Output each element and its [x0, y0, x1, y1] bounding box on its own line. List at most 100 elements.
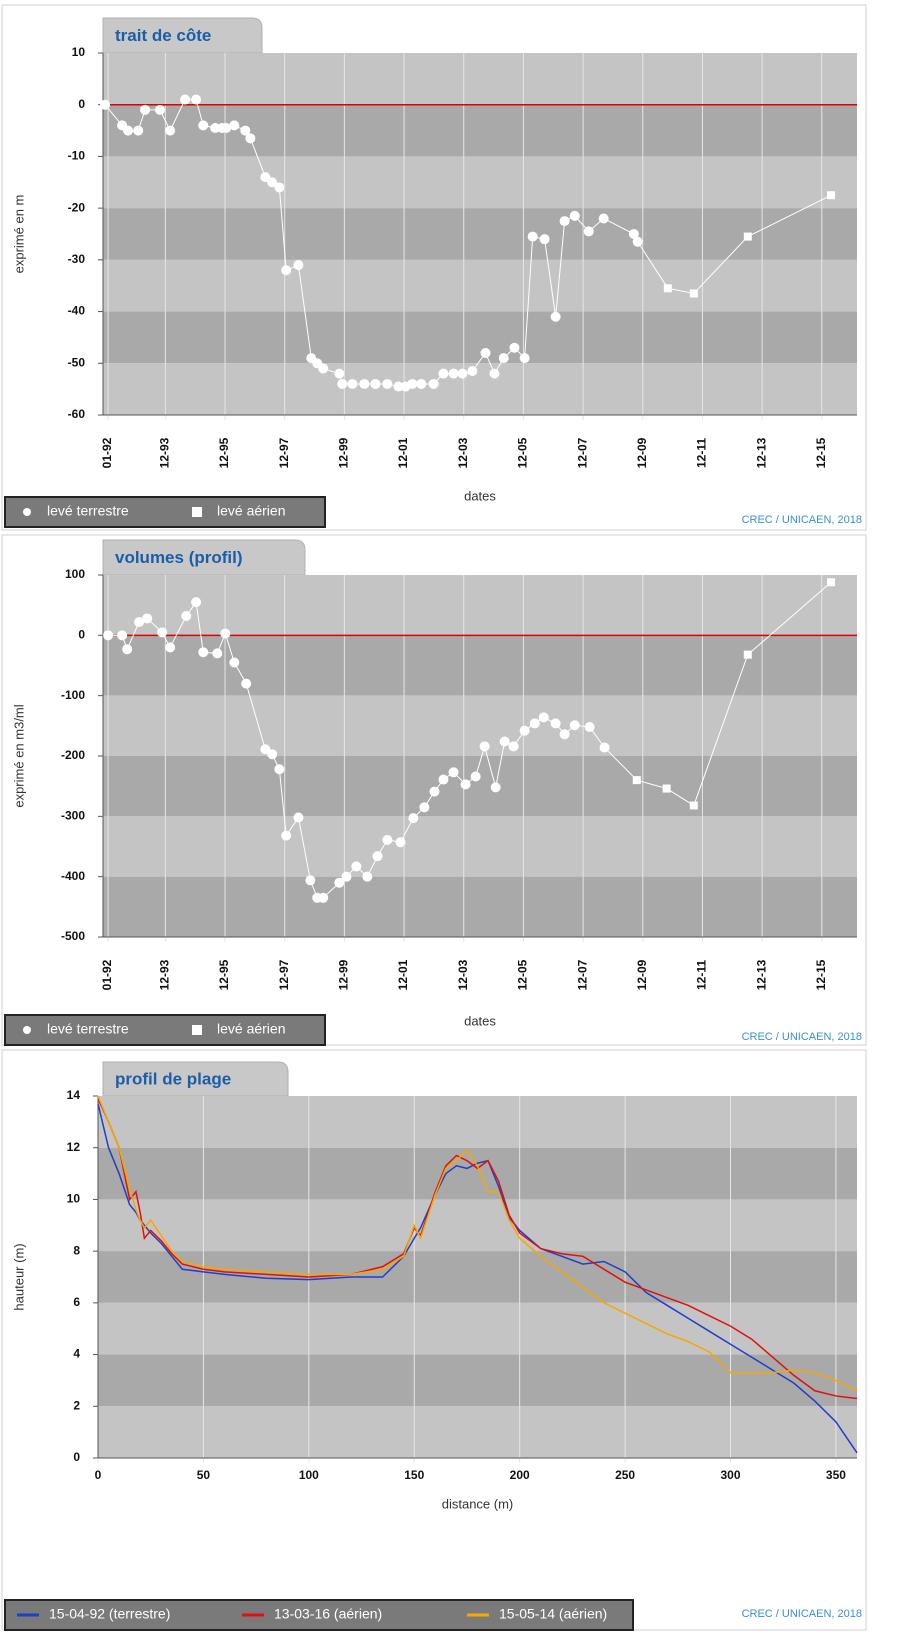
- marker: [180, 94, 191, 105]
- y-tick-label: -30: [68, 252, 86, 266]
- x-tick-label: 200: [510, 1468, 530, 1482]
- marker: [479, 741, 490, 752]
- y-tick-label: -200: [61, 748, 85, 762]
- marker: [538, 712, 549, 723]
- marker: [274, 764, 285, 775]
- y-tick-label: -500: [61, 929, 85, 943]
- x-tick-label: 12-09: [635, 437, 649, 468]
- y-tick-label: 0: [73, 1450, 80, 1464]
- marker: [221, 122, 232, 133]
- y-tick-label: 4: [73, 1347, 80, 1361]
- marker: [293, 260, 304, 271]
- series-line: [97, 1098, 858, 1400]
- marker: [140, 104, 151, 115]
- marker: [191, 94, 202, 105]
- x-tick-label: 12-07: [575, 959, 589, 990]
- marker: [382, 834, 393, 845]
- x-tick-label: 12-13: [754, 437, 768, 468]
- marker: [519, 725, 530, 736]
- series-connector: [604, 747, 638, 781]
- legend-label: 15-04-92 (terrestre): [49, 1606, 170, 1622]
- marker: [448, 368, 459, 379]
- marker: [362, 871, 373, 882]
- marker: [559, 216, 570, 227]
- marker: [245, 133, 256, 144]
- marker: [341, 871, 352, 882]
- marker: [689, 289, 698, 298]
- marker: [241, 678, 252, 689]
- marker: [429, 786, 440, 797]
- marker: [457, 368, 468, 379]
- y-axis-label: exprimé en m3/ml: [11, 704, 26, 807]
- y-tick-label: -100: [61, 688, 85, 702]
- y-tick-label: 10: [72, 45, 86, 59]
- band: [103, 156, 857, 209]
- marker: [569, 210, 580, 221]
- marker: [550, 718, 561, 729]
- x-tick-label: 12-13: [754, 959, 768, 990]
- marker: [210, 122, 221, 133]
- marker: [198, 647, 209, 658]
- marker: [559, 729, 570, 740]
- band: [98, 1147, 857, 1200]
- marker: [260, 172, 271, 183]
- x-tick-label: 12-01: [396, 959, 410, 990]
- x-tick-label: 12-97: [277, 959, 291, 990]
- marker: [123, 125, 134, 136]
- x-tick-label: 12-15: [814, 437, 828, 468]
- marker: [133, 125, 144, 136]
- marker: [632, 236, 643, 247]
- band: [98, 1096, 857, 1148]
- x-tick-label: 12-15: [814, 959, 828, 990]
- marker: [467, 366, 478, 377]
- marker: [281, 265, 292, 276]
- marker: [416, 378, 427, 389]
- y-tick-label: -10: [68, 149, 86, 163]
- x-tick-label: 12-93: [158, 959, 172, 990]
- y-tick-label: 0: [78, 97, 85, 111]
- x-tick-label: 12-03: [456, 437, 470, 468]
- marker: [689, 801, 698, 810]
- marker: [117, 630, 128, 641]
- marker: [632, 776, 641, 785]
- y-tick-label: -300: [61, 809, 85, 823]
- marker: [267, 749, 278, 760]
- marker: [438, 368, 449, 379]
- marker: [509, 342, 520, 353]
- legend: [4, 1599, 634, 1631]
- x-tick-label: 0: [95, 1468, 102, 1482]
- title-tab: [102, 1061, 289, 1097]
- marker: [142, 613, 153, 624]
- x-tick-label: 12-11: [695, 438, 709, 468]
- marker: [428, 378, 439, 389]
- marker: [240, 125, 251, 136]
- x-tick-label: 12-09: [635, 959, 649, 990]
- panel-frame: [1, 4, 867, 531]
- series-line: [97, 1095, 858, 1392]
- marker: [281, 830, 292, 841]
- band: [103, 756, 857, 817]
- x-tick-label: 12-11: [695, 960, 709, 990]
- band: [103, 816, 857, 877]
- legend-marker: [23, 508, 31, 516]
- y-tick-label: 8: [73, 1243, 80, 1257]
- marker: [103, 630, 114, 641]
- legend: [4, 496, 326, 528]
- marker: [662, 784, 671, 793]
- marker: [490, 782, 501, 793]
- marker: [743, 650, 752, 659]
- legend-label: levé terrestre: [47, 503, 129, 519]
- marker: [165, 642, 176, 653]
- y-tick-label: -60: [68, 407, 86, 421]
- legend-label: levé aérien: [217, 503, 286, 519]
- legend-label: levé aérien: [217, 1021, 286, 1037]
- x-tick-label: 250: [615, 1468, 635, 1482]
- marker: [743, 232, 752, 241]
- chart-title: profil de plage: [115, 1069, 231, 1088]
- marker: [100, 99, 111, 110]
- chart-title: volumes (profil): [115, 548, 243, 567]
- marker: [480, 347, 491, 358]
- legend-label: levé terrestre: [47, 1021, 129, 1037]
- marker: [499, 736, 510, 747]
